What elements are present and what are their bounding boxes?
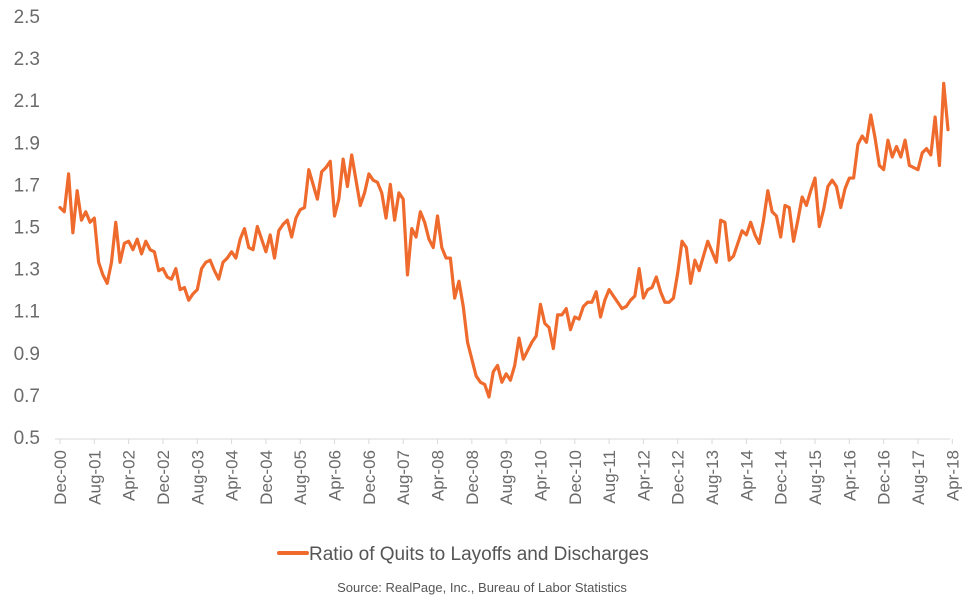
- source-note: Source: RealPage, Inc., Bureau of Labor …: [337, 580, 627, 595]
- x-tick-label: Aug-03: [188, 450, 207, 505]
- x-tick-label: Aug-07: [394, 450, 413, 505]
- x-tick-label: Apr-10: [531, 450, 550, 501]
- x-tick-label: Dec-16: [875, 450, 894, 505]
- x-tick-label: Dec-10: [566, 450, 585, 505]
- x-tick-label: Apr-08: [429, 450, 448, 501]
- x-tick-label: Aug-15: [806, 450, 825, 505]
- x-tick-label: Dec-00: [51, 450, 70, 505]
- x-tick-label: Dec-04: [257, 450, 276, 505]
- y-tick-label: 2.1: [14, 91, 40, 112]
- x-tick-label: Apr-04: [223, 450, 242, 501]
- legend: Ratio of Quits to Layoffs and Discharges: [277, 544, 649, 565]
- y-tick-label: 0.7: [14, 386, 40, 407]
- x-tick-label: Apr-02: [120, 450, 139, 501]
- legend-label: Ratio of Quits to Layoffs and Discharges: [309, 544, 649, 565]
- y-tick-label: 1.9: [14, 133, 40, 154]
- x-tick-label: Aug-11: [600, 450, 619, 504]
- x-tick-label: Aug-09: [497, 450, 516, 505]
- x-tick-label: Aug-01: [85, 450, 104, 505]
- y-tick-label: 1.7: [14, 175, 40, 196]
- x-tick-label: Aug-17: [909, 450, 928, 505]
- x-tick-label: Dec-14: [772, 450, 791, 505]
- x-tick-label: Apr-14: [737, 450, 756, 501]
- x-tick-label: Apr-18: [943, 450, 962, 501]
- x-tick-label: Aug-13: [703, 450, 722, 505]
- y-axis-ticks: 0.5 0.7 0.9 1.1 1.3 1.5 1.7 1.9 2.1 2.3 2.5: [14, 7, 40, 449]
- x-tick-label: Dec-12: [669, 450, 688, 505]
- y-tick-label: 0.5: [14, 428, 40, 449]
- x-tick-label: Dec-08: [463, 450, 482, 505]
- x-tick-label: Apr-06: [326, 450, 345, 501]
- x-tick-label: Apr-16: [840, 450, 859, 501]
- x-axis-ticks: Dec-00 Aug-01 Apr-02 Dec-02 Aug-03 Apr-04 Dec-…: [51, 439, 962, 505]
- x-tick-label: Dec-02: [154, 450, 173, 505]
- y-tick-label: 1.5: [14, 218, 40, 239]
- y-tick-label: 2.5: [14, 7, 40, 28]
- y-tick-label: 1.3: [14, 260, 40, 281]
- x-tick-label: Apr-12: [634, 450, 653, 501]
- y-tick-label: 2.3: [14, 49, 40, 70]
- x-tick-label: Dec-06: [360, 450, 379, 505]
- y-tick-label: 0.9: [14, 344, 40, 365]
- series-line-quits-ratio: [58, 81, 950, 399]
- y-tick-label: 1.1: [14, 302, 40, 323]
- x-tick-label: Aug-05: [291, 450, 310, 505]
